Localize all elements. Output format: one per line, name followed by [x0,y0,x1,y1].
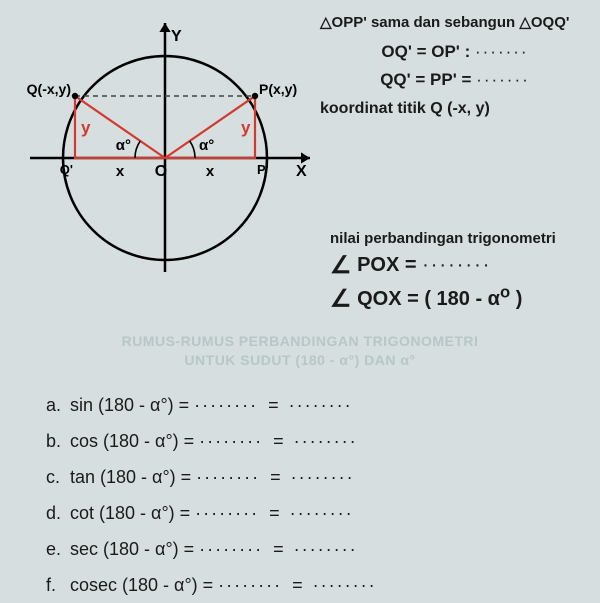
formula-blank: ········ [199,539,263,559]
formula-letter: b. [46,423,70,459]
svg-text:X: X [296,163,307,180]
formula-row: b.cos (180 - α°) = ········ = ········ [46,423,590,459]
formula-row: c.tan (180 - α°) = ········ = ········ [46,459,590,495]
formula-blank: ········ [294,539,358,559]
svg-text:Y: Y [171,28,182,45]
coord-q: koordinat titik Q (-x, y) [320,97,590,120]
faded-heading: RUMUS-RUMUS PERBANDINGAN TRIGONOMETRI UN… [10,332,590,371]
formula-list: a.sin (180 - α°) = ········ = ········b.… [46,387,590,603]
page: Y X O P(x,y) Q(-x,y) P' Q' x x y y α° α° △OPP' sama … [0,0,600,579]
svg-text:O: O [155,163,167,180]
svg-text:Q': Q' [60,162,73,177]
formula-fn: cos (180 - α°) [70,431,179,451]
svg-text:y: y [81,118,91,137]
formula-blank: ········ [196,467,260,487]
eq-qq-pp: QQ' = PP' = ······· [320,68,590,93]
formula-blank: ········ [290,503,354,523]
svg-text:α°: α° [116,137,131,154]
svg-text:x: x [206,163,215,180]
formula-blank: ········ [218,575,282,595]
formula-fn: sin (180 - α°) [70,395,174,415]
eq-oq-op: OQ' = OP' : ······· [320,40,590,65]
angle-qox: ∠ QOX = ( 180 - αo ) [330,282,590,314]
formula-blank: ········ [199,431,263,451]
svg-text:α°: α° [199,137,214,154]
formula-letter: e. [46,531,70,567]
formula-fn: cosec (180 - α°) [70,575,198,595]
formula-fn: tan (180 - α°) [70,467,176,487]
formula-letter: d. [46,495,70,531]
formula-blank: ········ [291,467,355,487]
formula-fn: cot (180 - α°) [70,503,175,523]
unit-circle-diagram: Y X O P(x,y) Q(-x,y) P' Q' x x y y α° α° [10,8,320,288]
formula-blank: ········ [289,395,353,415]
svg-text:Q(-x,y): Q(-x,y) [27,81,71,97]
svg-text:P': P' [257,162,269,177]
svg-text:P(x,y): P(x,y) [259,81,297,97]
congruence-text: △OPP' sama dan sebangun △OQQ' OQ' = OP' … [320,8,590,120]
formula-letter: c. [46,459,70,495]
formula-blank: ········ [195,503,259,523]
formula-blank: ········ [294,431,358,451]
angle-pox: ∠ POX = ········ [330,251,590,280]
formula-fn: sec (180 - α°) [70,539,179,559]
formula-letter: a. [46,387,70,423]
formula-blank: ········ [313,575,377,595]
formula-row: d.cot (180 - α°) = ········ = ········ [46,495,590,531]
congruence-statement: △OPP' sama dan sebangun △OQQ' [320,12,590,34]
formula-row: f.cosec (180 - α°) = ········ = ········ [46,567,590,603]
svg-text:y: y [241,118,251,137]
trig-ratio-label: nilai perbandingan trigonometri [330,230,590,247]
formula-row: a.sin (180 - α°) = ········ = ········ [46,387,590,423]
svg-text:x: x [116,163,125,180]
formula-blank: ········ [194,395,258,415]
trig-ratio-block: nilai perbandingan trigonometri ∠ POX = … [330,230,590,314]
formula-row: e.sec (180 - α°) = ········ = ········ [46,531,590,567]
formula-letter: f. [46,567,70,603]
